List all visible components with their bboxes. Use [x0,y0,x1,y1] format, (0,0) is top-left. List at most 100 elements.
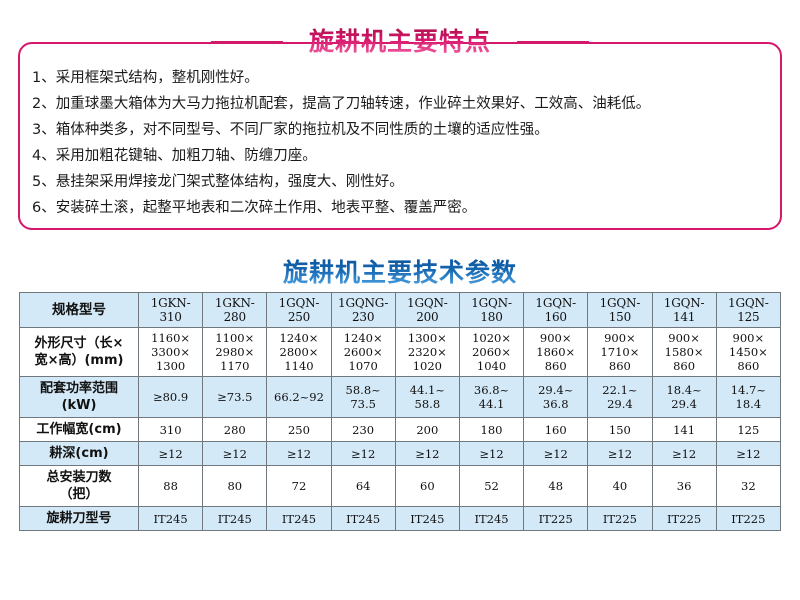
table-cell: 1300× 2320× 1020 [394,327,460,377]
feature-list-item: 2、加重球墨大箱体为大马力拖拉机配套，提高了刀轴转速，作业碎土效果好、工效高、油… [32,96,651,112]
table-cell: 1100× 2980× 1170 [202,327,268,377]
row-label-cell: 旋耕刀型号 [19,506,139,531]
table-cell: ≥12 [330,441,396,466]
table-cell: 150 [587,417,653,442]
table-cell: IT245 [137,506,204,531]
header-cell-model: 1GQN-200 [394,292,460,328]
table-cell: IT225 [587,506,653,531]
table-cell: 230 [330,417,396,442]
header-cell-model: 1GKN-280 [202,292,268,328]
table-cell: ≥80.9 [137,376,204,418]
table-body: 外形尺寸（长× 宽×高）(mm) 1160× 3300× 1300 1100× 2980× 1… [19,327,782,531]
table-cell: 180 [458,417,525,442]
table-cell: 280 [202,417,268,442]
table-header: 规格型号 1GKN-310 1GKN-280 1GQN-250 1GQNG-23… [19,292,782,328]
specifications-table: 规格型号 1GKN-310 1GKN-280 1GQN-250 1GQNG-23… [19,292,782,531]
features-list: 1、采用框架式结构，整机刚性好。 2、加重球墨大箱体为大马力拖拉机配套，提高了刀… [32,65,770,221]
table-cell: ≥12 [202,441,268,466]
table-cell: ≥12 [587,441,653,466]
table-cell: 48 [523,465,589,507]
table-cell: 60 [394,465,460,507]
table-cell: 14.7~ 18.4 [715,376,782,418]
header-cell-model: 1GQN-125 [715,292,782,328]
feature-list-item: 4、采用加粗花键轴、加粗刀轴、防缠刀座。 [32,148,317,164]
row-label-cell: 工作幅宽(cm) [19,417,139,442]
features-section: 旋耕机主要特点 1、采用框架式结构，整机刚性好。 2、加重球墨大箱体为大马力拖拉… [18,27,782,230]
table-header-row: 规格型号 1GKN-310 1GKN-280 1GQN-250 1GQNG-23… [19,292,782,328]
table-cell: 44.1~ 58.8 [394,376,460,418]
table-row: 总安装刀数 （把） 88 80 72 64 60 52 48 40 36 32 [19,465,782,507]
table-cell: 900× 1450× 860 [715,327,782,377]
table-cell: 900× 1710× 860 [587,327,653,377]
table-cell: 72 [266,465,332,507]
table-row: 配套功率范围 (kW) ≥80.9 ≥73.5 66.2~92 58.8~ 73.5 44.1… [19,376,782,418]
feature-list-item: 6、安装碎土滚，起整平地表和二次碎土作用、地表平整、覆盖严密。 [32,200,477,216]
table-cell: 36.8~ 44.1 [458,376,525,418]
table-cell: 141 [651,417,717,442]
table-cell: 125 [715,417,782,442]
table-cell: ≥12 [137,441,204,466]
header-cell-model: 1GQN-141 [651,292,717,328]
table-cell: IT225 [715,506,782,531]
table-cell: IT245 [266,506,332,531]
row-label-cell: 总安装刀数 （把） [19,465,139,507]
table-row: 旋耕刀型号 IT245 IT245 IT245 IT245 IT245 IT245 IT225… [19,506,782,531]
table-cell: 900× 1580× 860 [651,327,717,377]
header-cell-model: 1GQN-180 [458,292,525,328]
table-cell: 1240× 2600× 1070 [330,327,396,377]
table-cell: 80 [202,465,268,507]
table-cell: 310 [137,417,204,442]
table-row: 耕深(cm) ≥12 ≥12 ≥12 ≥12 ≥12 ≥12 ≥12 ≥12 ≥12 ≥12 [19,441,782,466]
table-cell: 900× 1860× 860 [523,327,589,377]
table-cell: ≥12 [715,441,782,466]
table-cell: 22.1~ 29.4 [587,376,653,418]
table-cell: 1020× 2060× 1040 [458,327,525,377]
table-cell: 250 [266,417,332,442]
feature-list-item: 5、悬挂架采用焊接龙门架式整体结构，强度大、刚性好。 [32,174,404,190]
row-label-cell: 外形尺寸（长× 宽×高）(mm) [19,327,139,377]
table-cell: ≥12 [458,441,525,466]
table-cell: 36 [651,465,717,507]
header-cell-model: 1GQN-250 [266,292,332,328]
header-cell-spec-model: 规格型号 [19,292,139,328]
table-cell: IT245 [330,506,396,531]
row-label-cell: 耕深(cm) [19,441,139,466]
table-cell: 88 [137,465,204,507]
table-cell: ≥12 [523,441,589,466]
table-cell: IT245 [202,506,268,531]
title-rule-left-decoration [210,40,283,44]
table-cell: 18.4~ 29.4 [651,376,717,418]
title-rule-right-decoration [517,40,589,44]
features-title: 旋耕机主要特点 [299,25,501,59]
table-cell: 64 [330,465,396,507]
table-cell: ≥12 [651,441,717,466]
table-cell: 200 [394,417,460,442]
table-cell: 29.4~ 36.8 [523,376,589,418]
table-cell: ≥12 [266,441,332,466]
features-title-container: 旋耕机主要特点 [20,25,780,59]
table-cell: 58.8~ 73.5 [330,376,396,418]
feature-list-item: 3、箱体种类多，对不同型号、不同厂家的拖拉机及不同性质的土壤的适应性强。 [32,122,549,138]
table-cell: 52 [458,465,525,507]
table-cell: 1240× 2800× 1140 [266,327,332,377]
header-cell-model: 1GQN-160 [523,292,589,328]
table-cell: IT245 [458,506,525,531]
specs-title: 旋耕机主要技术参数 [0,253,800,289]
table-cell: 160 [523,417,589,442]
table-cell: 40 [587,465,653,507]
header-cell-model: 1GKN-310 [137,292,204,328]
table-cell: 32 [715,465,782,507]
table-cell: IT225 [651,506,717,531]
table-cell: 66.2~92 [266,376,332,418]
table-cell: ≥73.5 [202,376,268,418]
table-cell: IT225 [523,506,589,531]
table-cell: ≥12 [394,441,460,466]
header-cell-model: 1GQNG-230 [330,292,396,328]
table-row: 工作幅宽(cm) 310 280 250 230 200 180 160 150 141 125 [19,417,782,442]
table-row: 外形尺寸（长× 宽×高）(mm) 1160× 3300× 1300 1100× 2980× 1… [19,327,782,377]
header-cell-model: 1GQN-150 [587,292,653,328]
table-cell: 1160× 3300× 1300 [137,327,204,377]
row-label-cell: 配套功率范围 (kW) [19,376,139,418]
table-cell: IT245 [394,506,460,531]
feature-list-item: 1、采用框架式结构，整机刚性好。 [32,70,259,86]
